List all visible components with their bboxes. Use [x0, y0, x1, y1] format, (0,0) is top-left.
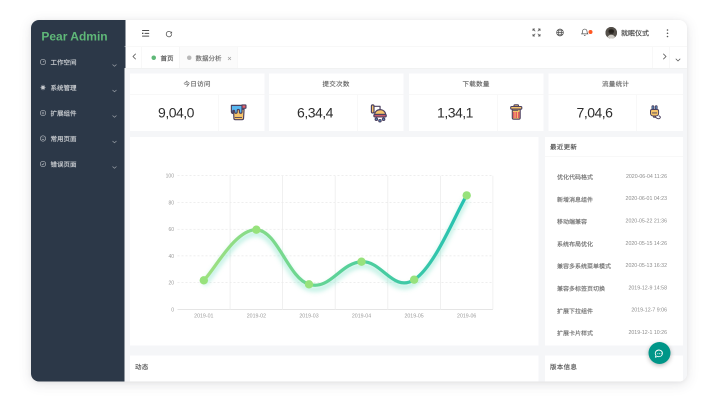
svg-text:80: 80: [168, 200, 174, 206]
svg-text:60: 60: [168, 227, 174, 233]
svg-text:40: 40: [168, 254, 174, 260]
svg-text:2019-05: 2019-05: [404, 314, 423, 320]
svg-text:20: 20: [168, 281, 174, 287]
svg-text:2019-02: 2019-02: [247, 314, 266, 320]
svg-text:2019-03: 2019-03: [299, 314, 318, 320]
svg-text:0: 0: [171, 307, 174, 313]
svg-text:2019-01: 2019-01: [194, 314, 213, 320]
svg-text:2019-06: 2019-06: [457, 314, 476, 320]
svg-text:2019-04: 2019-04: [352, 314, 371, 320]
svg-text:100: 100: [166, 174, 175, 180]
